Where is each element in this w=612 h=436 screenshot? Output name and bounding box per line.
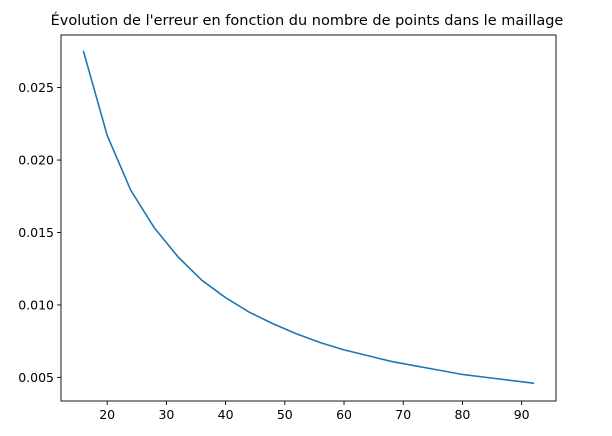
x-tick-label: 50 <box>277 407 293 422</box>
x-tick-label: 70 <box>395 407 411 422</box>
x-tick-label: 60 <box>336 407 352 422</box>
y-tick-label: 0.015 <box>18 225 54 240</box>
y-axis: 0.005 0.010 0.015 0.020 0.025 <box>18 80 61 385</box>
series-line <box>82 50 535 384</box>
y-tick-label: 0.005 <box>18 370 54 385</box>
x-tick-label: 90 <box>514 407 530 422</box>
axes-frame <box>60 34 557 402</box>
x-axis: 20 30 40 50 60 70 80 90 <box>99 401 530 422</box>
y-tick-label: 0.010 <box>18 297 54 312</box>
y-tick-label: 0.025 <box>18 80 54 95</box>
x-tick-label: 40 <box>218 407 234 422</box>
x-tick-label: 30 <box>158 407 174 422</box>
x-tick-label: 80 <box>454 407 470 422</box>
y-tick-label: 0.020 <box>18 153 54 168</box>
plot-area <box>82 50 535 384</box>
chart-title: Évolution de l'erreur en fonction du nom… <box>51 12 564 29</box>
x-tick-label: 20 <box>99 407 115 422</box>
